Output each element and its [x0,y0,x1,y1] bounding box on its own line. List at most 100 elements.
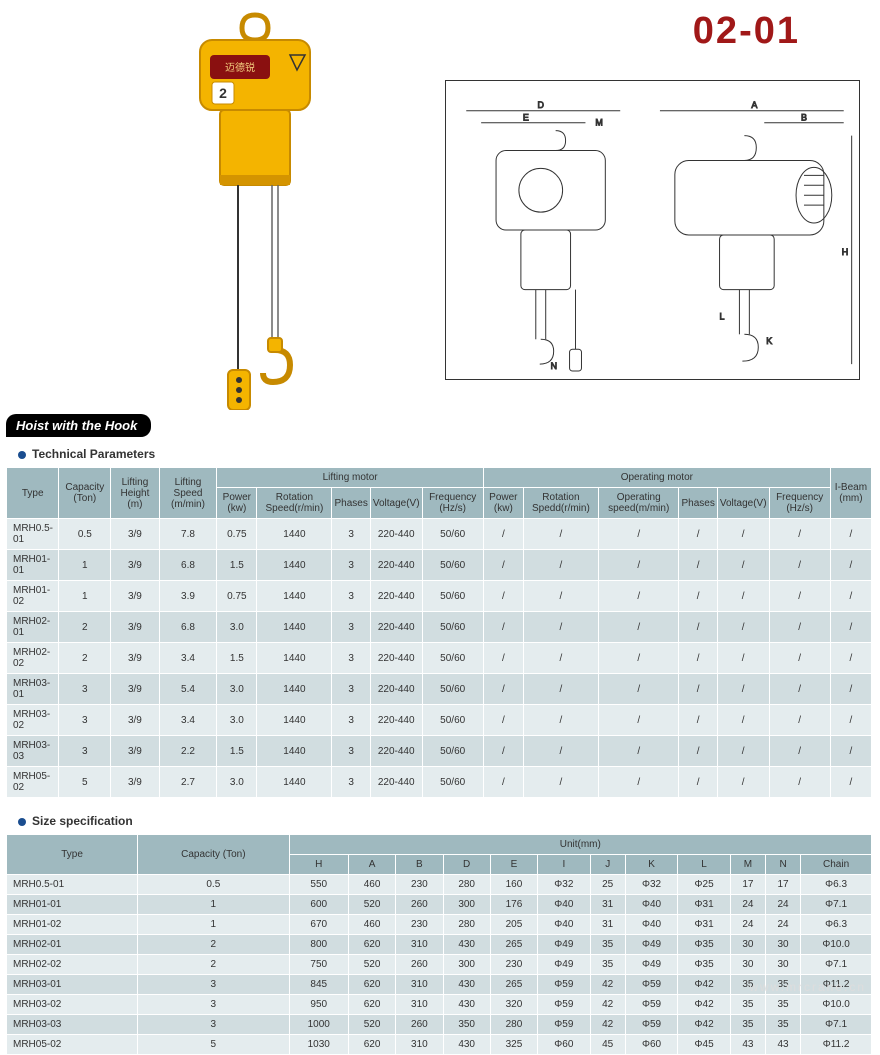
table-cell: MRH03-02 [7,705,59,736]
table-cell: Φ35 [678,955,731,975]
table-cell: / [523,519,598,550]
table-row: MRH02-012800620310430265Φ4935Φ49Φ353030Φ… [7,935,872,955]
table-cell: / [483,643,523,674]
table-cell: 3/9 [111,581,159,612]
table-cell: 35 [730,1015,765,1035]
table-cell: / [483,519,523,550]
table-cell: Φ11.2 [801,1035,872,1055]
table-cell: Φ6.3 [801,915,872,935]
table-cell: 620 [348,975,395,995]
table-cell: / [598,612,679,643]
table-cell: / [679,550,717,581]
table-cell: Φ59 [625,1015,678,1035]
table-cell: 31 [590,895,625,915]
svg-text:D: D [538,100,545,110]
table-cell: 280 [443,915,490,935]
table-cell: / [769,674,830,705]
table-cell: 1030 [289,1035,348,1055]
table-cell: 325 [490,1035,537,1055]
table-cell: / [523,736,598,767]
watermark: www.mrcrane.cn [749,980,866,994]
bullet-icon [18,818,26,826]
table-cell: 430 [443,1035,490,1055]
table-cell: 0.5 [138,875,289,895]
table-cell: 300 [443,895,490,915]
svg-text:2: 2 [219,85,227,101]
table-cell: MRH03-03 [7,736,59,767]
table-cell: 230 [396,875,443,895]
table-cell: / [717,736,769,767]
col-header: Type [7,468,59,519]
table-cell: / [769,767,830,798]
table-cell: / [598,705,679,736]
table-cell: Φ32 [625,875,678,895]
table-cell: 50/60 [422,581,483,612]
table-cell: 310 [396,995,443,1015]
table-cell: 3 [332,643,370,674]
bullet-icon [18,451,26,459]
table-cell: 3 [59,674,111,705]
col-header: Lifting motor [217,468,484,488]
svg-text:M: M [595,118,602,128]
col-header: Operating motor [483,468,830,488]
table-cell: 50/60 [422,674,483,705]
col-subheader: K [625,855,678,875]
table-cell: 265 [490,935,537,955]
table-cell: / [523,767,598,798]
table-cell: / [717,612,769,643]
table-cell: Φ49 [625,955,678,975]
table-cell: 600 [289,895,348,915]
col-subheader: Voltage(V) [717,488,769,519]
table-row: MRH0.5-010.5550460230280160Φ3225Φ32Φ2517… [7,875,872,895]
table-cell: 350 [443,1015,490,1035]
table-cell: 3 [138,1015,289,1035]
table-cell: 35 [766,995,801,1015]
table-cell: Φ7.1 [801,955,872,975]
table-cell: 35 [590,935,625,955]
table-cell: 260 [396,955,443,975]
table-cell: 950 [289,995,348,1015]
table-cell: / [598,581,679,612]
table-cell: 35 [766,1015,801,1035]
table-cell: MRH01-01 [7,550,59,581]
table-cell: 1 [138,895,289,915]
table-cell: 3.0 [217,705,257,736]
table-cell: 2.2 [159,736,217,767]
table-cell: 50/60 [422,736,483,767]
table-cell: Φ60 [625,1035,678,1055]
table-row: MRH01-0213/93.90.7514403220-44050/60////… [7,581,872,612]
table-cell: 220-440 [370,519,422,550]
table-cell: / [523,612,598,643]
table-cell: 310 [396,975,443,995]
col-subheader: Rotation Speed(r/min) [257,488,332,519]
table-cell: 310 [396,935,443,955]
table-row: MRH05-0251030620310430325Φ6045Φ60Φ454343… [7,1035,872,1055]
col-header: Capacity (Ton) [59,468,111,519]
table-cell: MRH02-01 [7,612,59,643]
table-cell: 3/9 [111,612,159,643]
svg-text:B: B [801,113,807,123]
col-header: Lifting Speed (m/min) [159,468,217,519]
table-cell: / [523,705,598,736]
table-cell: 3/9 [111,705,159,736]
table-cell: 430 [443,935,490,955]
table-cell: Φ40 [538,895,591,915]
table-cell: Φ7.1 [801,895,872,915]
table-cell: MRH03-01 [7,674,59,705]
table-cell: 3.4 [159,705,217,736]
col-subheader: J [590,855,625,875]
table-cell: 1.5 [217,643,257,674]
col-subheader: Power (kw) [483,488,523,519]
table-cell: 5 [138,1035,289,1055]
table-cell: 260 [396,895,443,915]
table-cell: 17 [766,875,801,895]
table-cell: / [679,674,717,705]
table-cell: 230 [396,915,443,935]
table-cell: Φ7.1 [801,1015,872,1035]
table-cell: Φ59 [625,995,678,1015]
table-cell: 3.0 [217,674,257,705]
table-row: MRH01-011600520260300176Φ4031Φ40Φ312424Φ… [7,895,872,915]
table-cell: / [769,736,830,767]
table-cell: 520 [348,1015,395,1035]
col-subheader: Operating speed(m/min) [598,488,679,519]
